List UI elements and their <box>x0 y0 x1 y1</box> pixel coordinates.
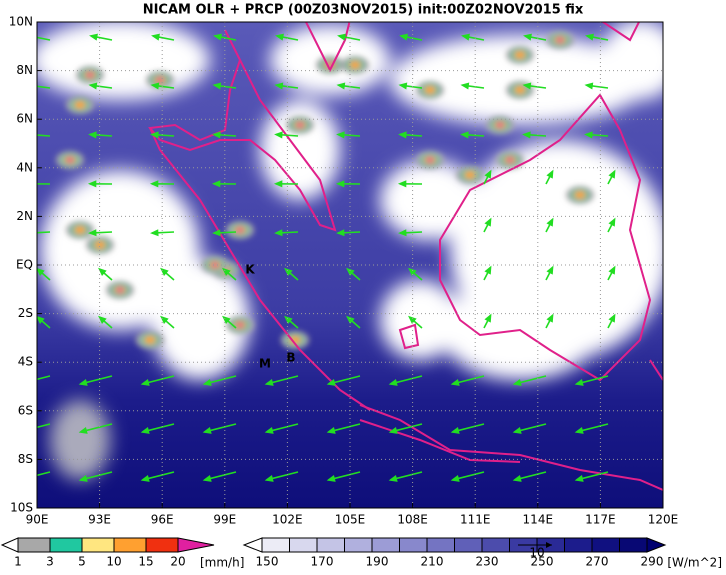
colorbar-end <box>244 538 262 552</box>
colorbar-end <box>647 538 665 552</box>
y-tick-label: EQ <box>16 258 33 272</box>
wind-arrow-head <box>28 230 34 235</box>
y-tick-label: 6N <box>16 112 33 126</box>
y-tick-label: 4S <box>18 355 33 369</box>
rain-cell <box>237 323 243 328</box>
colorbar-unit: [W/m^2] <box>667 556 722 570</box>
x-tick-label: 120E <box>648 513 679 527</box>
colorbar-label: 5 <box>78 555 86 569</box>
colorbar-label: 230 <box>476 555 499 569</box>
annotation: K <box>245 263 255 277</box>
y-tick-label: 4N <box>16 160 33 174</box>
x-tick-label: 93E <box>88 513 111 527</box>
rain-cell <box>507 158 513 163</box>
wind-arrow-head <box>19 380 25 385</box>
wind-arrow-head <box>19 476 25 481</box>
colorbar-swatch <box>620 538 648 552</box>
wind-arrow-head <box>28 181 34 186</box>
colorbar-label: 210 <box>421 555 444 569</box>
colorbar-swatch <box>427 538 455 552</box>
rain-cell <box>424 86 436 94</box>
wind-arrow-head <box>29 84 35 89</box>
colorbar-label: 170 <box>311 555 334 569</box>
x-tick-label: 108E <box>397 513 428 527</box>
colorbar-label: 20 <box>170 555 185 569</box>
x-tick-label: 90E <box>26 513 49 527</box>
wind-arrow-head <box>28 133 34 138</box>
rain-cell <box>117 288 123 293</box>
annotation: B <box>286 351 295 365</box>
colorbar-swatch <box>592 538 620 552</box>
x-tick-label: 96E <box>151 513 174 527</box>
colorbar-label: 150 <box>256 555 279 569</box>
rain-cell <box>144 336 156 344</box>
rain-cell <box>67 158 73 163</box>
y-tick-label: 6S <box>18 403 33 417</box>
wind-arrow-head <box>29 35 35 40</box>
precip-colorbar <box>2 538 214 552</box>
rain-cell <box>349 61 361 69</box>
y-tick-label: 10N <box>9 15 33 29</box>
colorbar-label: 270 <box>586 555 609 569</box>
y-tick-label: 2S <box>18 306 33 320</box>
colorbar-unit: [mm/h] <box>200 556 244 570</box>
x-tick-label: 99E <box>213 513 236 527</box>
wind-arrow <box>28 232 50 233</box>
colorbar-swatch <box>455 538 483 552</box>
colorbar-swatch <box>262 538 290 552</box>
colorbar-label: 290 <box>641 555 664 569</box>
colorbar-label: 3 <box>46 555 54 569</box>
x-tick-label: 114E <box>523 513 554 527</box>
rain-cell <box>514 86 526 94</box>
title: NICAM OLR + PRCP (00Z03NOV2015) init:00Z… <box>143 3 584 18</box>
colorbar-label: 15 <box>138 555 153 569</box>
y-tick-label: 10S <box>10 501 33 515</box>
wind-arrow-head <box>19 428 25 433</box>
colorbar-swatch <box>372 538 400 552</box>
x-tick-label: 117E <box>585 513 616 527</box>
rain-cell <box>237 228 243 233</box>
colorbar-swatch <box>400 538 428 552</box>
colorbar-label: 190 <box>366 555 389 569</box>
colorbar-swatch <box>290 538 318 552</box>
y-tick-label: 8S <box>18 452 33 466</box>
rain-cell <box>514 51 526 59</box>
annotation: M <box>259 357 271 371</box>
x-tick-label: 102E <box>272 513 303 527</box>
rain-cell <box>497 123 503 128</box>
y-tick-label: 8N <box>16 63 33 77</box>
colorbar-swatch <box>317 538 345 552</box>
y-tick-label: 2N <box>16 209 33 223</box>
vector-reference-label: 10 <box>529 546 544 560</box>
rain-cell <box>427 158 433 163</box>
x-tick-label: 111E <box>460 513 491 527</box>
rain-cell <box>87 73 93 78</box>
rain-cell <box>574 191 586 199</box>
rain-cell <box>74 226 86 234</box>
colorbar-swatch <box>345 538 373 552</box>
olr-colorbar <box>244 538 665 552</box>
rain-cell <box>557 38 563 43</box>
colorbar-label: 10 <box>106 555 121 569</box>
rain-cell <box>464 171 476 179</box>
map <box>19 20 680 508</box>
colorbar-swatch <box>565 538 593 552</box>
rain-cell <box>297 123 303 128</box>
colorbar-label: 1 <box>14 555 22 569</box>
colorbar-swatch <box>482 538 510 552</box>
x-tick-label: 105E <box>335 513 366 527</box>
rain-cell <box>74 101 86 109</box>
